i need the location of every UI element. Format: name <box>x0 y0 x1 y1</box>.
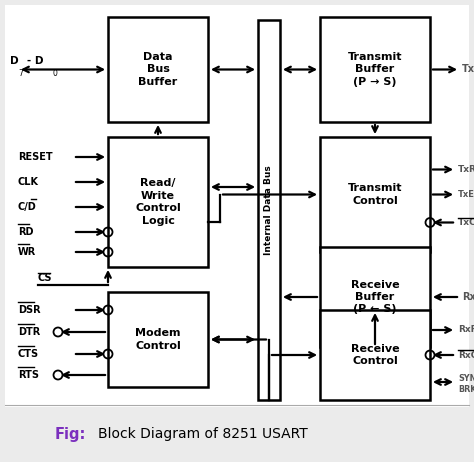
Text: RxC: RxC <box>458 351 474 359</box>
Text: CTS: CTS <box>18 349 39 359</box>
FancyBboxPatch shape <box>320 17 430 122</box>
Text: C/D: C/D <box>18 202 37 212</box>
Text: 7: 7 <box>18 69 23 79</box>
Text: Modem
Control: Modem Control <box>135 328 181 351</box>
Text: - D: - D <box>27 56 44 67</box>
FancyBboxPatch shape <box>320 310 430 400</box>
FancyBboxPatch shape <box>320 247 430 347</box>
Text: Transmit
Control: Transmit Control <box>348 183 402 206</box>
Text: Receive
Buffer
(P ← S): Receive Buffer (P ← S) <box>351 280 399 315</box>
FancyBboxPatch shape <box>108 137 208 267</box>
Text: D: D <box>10 56 18 67</box>
Text: RESET: RESET <box>18 152 53 162</box>
Text: TxC: TxC <box>458 218 474 227</box>
Text: Read/
Write
Control
Logic: Read/ Write Control Logic <box>135 178 181 225</box>
Text: CLK: CLK <box>18 177 39 187</box>
Text: BRKDET: BRKDET <box>458 385 474 395</box>
Text: Receive
Control: Receive Control <box>351 344 399 366</box>
Text: TxD: TxD <box>462 65 474 74</box>
Text: Data
Bus
Buffer: Data Bus Buffer <box>138 52 178 87</box>
FancyBboxPatch shape <box>320 137 430 252</box>
Text: Internal Data Bus: Internal Data Bus <box>264 165 273 255</box>
Text: Block Diagram of 8251 USART: Block Diagram of 8251 USART <box>98 427 308 441</box>
Text: Fig:: Fig: <box>55 426 86 442</box>
Text: CS: CS <box>38 273 53 283</box>
Text: RD: RD <box>18 227 34 237</box>
FancyBboxPatch shape <box>258 20 280 400</box>
Text: SYNDET/: SYNDET/ <box>458 373 474 383</box>
Text: 0: 0 <box>53 69 58 79</box>
Text: DSR: DSR <box>18 305 41 315</box>
FancyBboxPatch shape <box>108 17 208 122</box>
Text: DTR: DTR <box>18 327 40 337</box>
Text: RTS: RTS <box>18 370 39 380</box>
Text: TxRDY: TxRDY <box>458 165 474 174</box>
Text: Transmit
Buffer
(P → S): Transmit Buffer (P → S) <box>348 52 402 87</box>
Text: RxRDY: RxRDY <box>458 326 474 334</box>
Text: WR: WR <box>18 247 36 257</box>
FancyBboxPatch shape <box>5 5 469 407</box>
Text: TxEMPTY: TxEMPTY <box>458 190 474 199</box>
FancyBboxPatch shape <box>108 292 208 387</box>
Text: RxD: RxD <box>462 292 474 302</box>
